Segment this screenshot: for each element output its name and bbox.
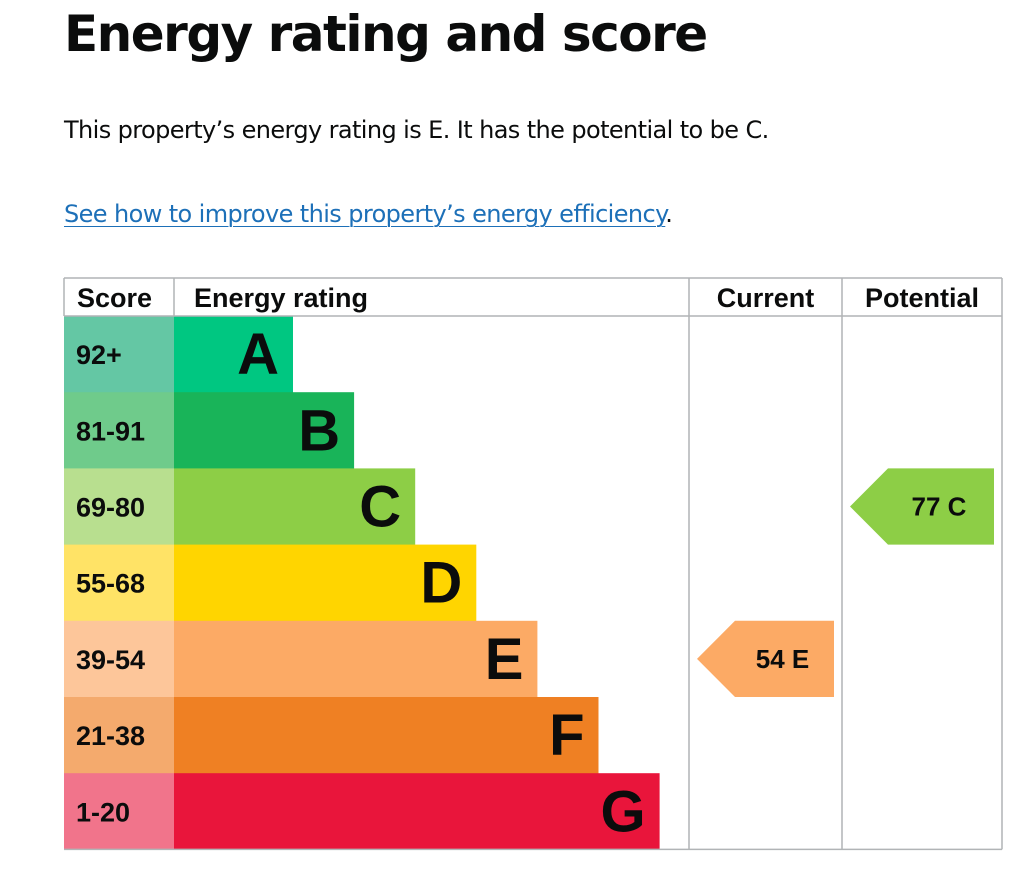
improve-efficiency-link[interactable]: See how to improve this property’s energ…: [64, 200, 666, 228]
rating-bar-f: [174, 697, 599, 774]
rating-letter-a: A: [237, 322, 279, 387]
rating-letter-f: F: [549, 703, 584, 768]
score-cell-f: [64, 697, 174, 774]
page-title: Energy rating and score: [64, 5, 708, 63]
score-label-e: 39-54: [76, 645, 145, 675]
potential-rating-arrow-label: 77 C: [912, 492, 967, 522]
score-cell-e: [64, 620, 174, 698]
rating-bar-g: [174, 773, 660, 850]
score-label-b: 81-91: [76, 416, 145, 446]
score-cell-c: [64, 468, 174, 546]
header-score: Score: [77, 283, 152, 313]
score-label-g: 1-20: [76, 797, 130, 827]
score-label-d: 55-68: [76, 569, 145, 599]
rating-bar-c: [174, 468, 416, 546]
rating-bar-b: [174, 392, 355, 469]
rating-letter-e: E: [485, 627, 524, 692]
rating-letter-b: B: [298, 398, 340, 463]
current-rating-arrow: [697, 620, 834, 697]
rating-bar-e: [174, 620, 538, 698]
rating-letter-d: D: [420, 551, 462, 616]
header-current: Current: [717, 283, 815, 313]
score-cell-a: [64, 316, 174, 393]
rating-letter-g: G: [600, 779, 645, 844]
improve-link-line: See how to improve this property’s energ…: [64, 196, 673, 232]
header-energy-rating: Energy rating: [194, 283, 368, 313]
link-suffix: .: [665, 200, 673, 228]
score-label-a: 92+: [76, 340, 122, 370]
score-cell-d: [64, 544, 174, 622]
rating-bar-d: [174, 544, 477, 622]
rating-bar-a: [174, 316, 293, 393]
header-potential: Potential: [865, 283, 979, 313]
potential-rating-arrow: [850, 468, 994, 545]
rating-letter-c: C: [359, 475, 401, 540]
score-label-c: 69-80: [76, 493, 145, 523]
rating-summary: This property’s energy rating is E. It h…: [64, 116, 769, 144]
current-rating-arrow-label: 54 E: [756, 644, 810, 674]
score-label-f: 21-38: [76, 721, 145, 751]
score-cell-b: [64, 392, 174, 469]
score-cell-g: [64, 773, 174, 850]
